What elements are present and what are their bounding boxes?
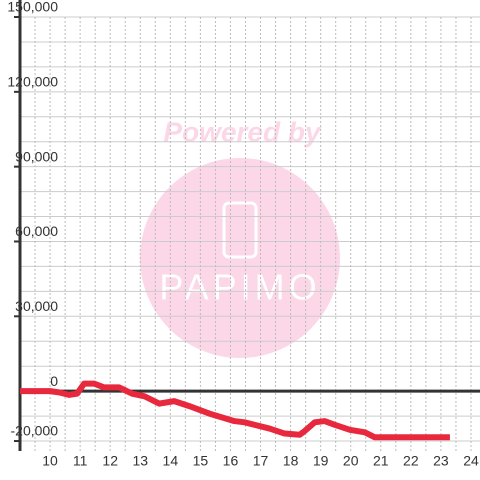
x-tick-label: 22 bbox=[403, 453, 419, 469]
x-tick-label: 10 bbox=[42, 453, 58, 469]
x-tick-label: 15 bbox=[193, 453, 209, 469]
x-tick-label: 20 bbox=[343, 453, 359, 469]
y-tick-label: 150,000 bbox=[7, 0, 58, 15]
watermark-logo: PAPIMO bbox=[159, 267, 320, 308]
y-tick-label: 60,000 bbox=[15, 223, 58, 239]
x-tick-label: 14 bbox=[163, 453, 179, 469]
watermark-text: Powered by bbox=[163, 116, 322, 147]
y-tick-label: -20,000 bbox=[11, 423, 59, 439]
x-tick-label: 13 bbox=[132, 453, 148, 469]
watermark: Powered by PAPIMO bbox=[140, 116, 340, 358]
logo-phone bbox=[222, 201, 258, 259]
y-tick-label: 30,000 bbox=[15, 298, 58, 314]
x-tick-label: 18 bbox=[283, 453, 299, 469]
y-tick-label: 90,000 bbox=[15, 148, 58, 164]
x-tick-label: 17 bbox=[253, 453, 269, 469]
y-tick-label: 0 bbox=[50, 373, 58, 389]
x-tick-label: 12 bbox=[102, 453, 118, 469]
x-tick-label: 16 bbox=[223, 453, 239, 469]
y-tick-label: 120,000 bbox=[7, 74, 58, 90]
data-line bbox=[20, 380, 450, 441]
x-tick-label: 11 bbox=[73, 453, 88, 469]
x-tick-label: 21 bbox=[373, 453, 389, 469]
x-tick-label: 23 bbox=[433, 453, 449, 469]
x-tick-label: 19 bbox=[313, 453, 329, 469]
x-tick-label: 24 bbox=[463, 453, 479, 469]
